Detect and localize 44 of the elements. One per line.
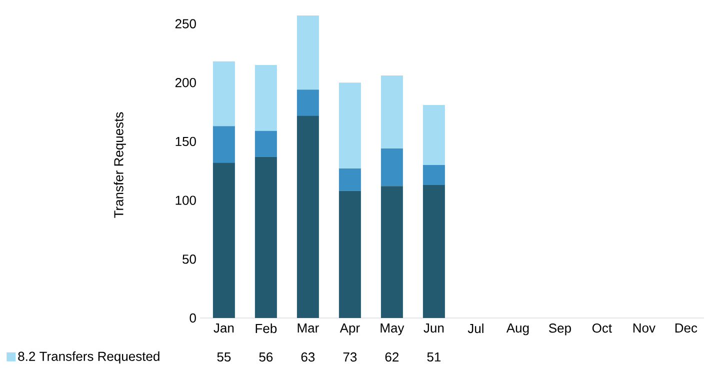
bar bbox=[422, 104, 445, 165]
x-tick-label: Nov bbox=[633, 324, 656, 333]
data-label: 63 bbox=[301, 352, 315, 362]
bar bbox=[212, 162, 235, 318]
bar bbox=[296, 116, 319, 318]
x-tick-label: Oct bbox=[592, 324, 612, 333]
x-tick-label: May bbox=[380, 324, 404, 336]
bar bbox=[212, 126, 235, 163]
y-tick-label: 150 bbox=[176, 136, 196, 146]
y-tick-label: 100 bbox=[176, 196, 196, 205]
bar bbox=[380, 148, 403, 186]
x-tick-label: Aug bbox=[506, 324, 529, 336]
bar bbox=[422, 185, 445, 318]
x-tick-label: Sep bbox=[548, 324, 571, 336]
bar bbox=[296, 16, 319, 90]
x-tick-label: Apr bbox=[340, 324, 360, 336]
data-label: 51 bbox=[427, 352, 441, 362]
bar bbox=[254, 130, 277, 157]
data-label: 62 bbox=[385, 352, 399, 362]
x-tick-label: Dec bbox=[675, 324, 698, 333]
bar bbox=[254, 156, 277, 318]
x-tick-label: Feb bbox=[256, 324, 277, 334]
bar bbox=[422, 165, 445, 186]
bar bbox=[254, 64, 277, 131]
x-tick-label: Mar bbox=[298, 324, 319, 333]
bar bbox=[380, 186, 403, 318]
y-axis-title: Transfer Requests bbox=[114, 112, 126, 218]
y-tick-label: 50 bbox=[182, 254, 196, 264]
bar bbox=[338, 82, 361, 169]
x-tick-label: Jan bbox=[214, 324, 234, 333]
bar bbox=[296, 90, 319, 116]
legend-label: 8.2 Transfers Requested bbox=[18, 351, 160, 364]
bar bbox=[380, 76, 403, 149]
data-label: 55 bbox=[217, 352, 231, 362]
data-label: 56 bbox=[259, 352, 273, 362]
data-label: 73 bbox=[343, 352, 357, 362]
x-tick-label: Jul bbox=[468, 324, 484, 334]
y-tick-label: 250 bbox=[175, 19, 196, 28]
y-tick-label: 0 bbox=[190, 313, 196, 323]
y-tick-label: 200 bbox=[175, 78, 196, 88]
bar bbox=[338, 168, 361, 191]
x-tick-label: Jun bbox=[424, 324, 444, 333]
bar bbox=[338, 190, 361, 318]
bar bbox=[212, 61, 235, 126]
